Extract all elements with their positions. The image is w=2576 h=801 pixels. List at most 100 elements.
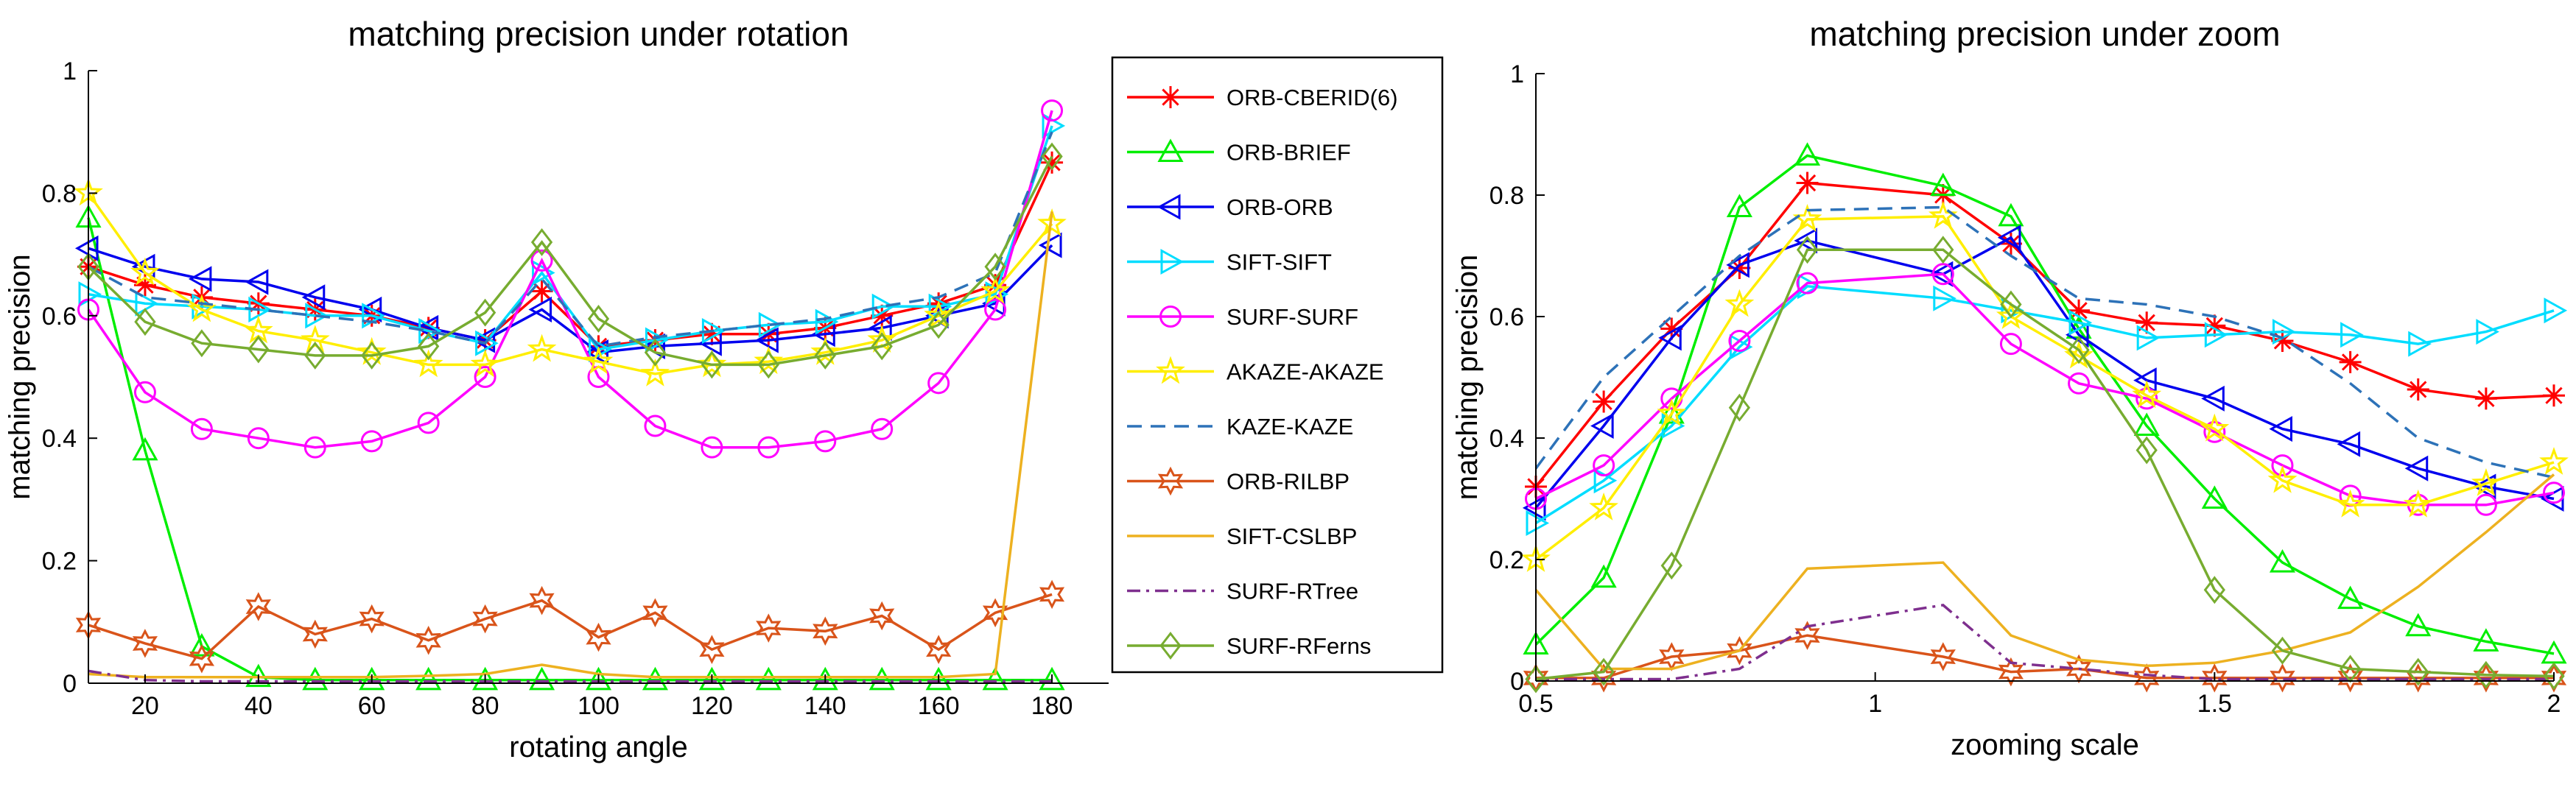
data-point	[417, 412, 440, 434]
data-point	[2132, 380, 2162, 409]
data-point	[2340, 322, 2364, 348]
data-point	[644, 338, 667, 367]
data-point	[701, 436, 723, 459]
data-point	[2408, 331, 2432, 357]
series-orb-cberid-6	[1525, 172, 2565, 498]
data-point	[2271, 454, 2294, 477]
legend-label: SURF-RFerns	[1226, 633, 1371, 659]
data-point	[2201, 485, 2228, 509]
data-point	[357, 336, 387, 365]
legend-label: ORB-BRIEF	[1226, 140, 1351, 166]
data-point	[871, 332, 893, 361]
data-point	[470, 349, 500, 378]
series-line	[1534, 473, 2555, 671]
legend-label: ORB-RILBP	[1226, 469, 1350, 495]
data-point	[2544, 297, 2568, 324]
data-point	[2543, 384, 2565, 407]
data-point	[2474, 493, 2497, 516]
data-point	[247, 427, 270, 450]
x-tick-label: 120	[691, 692, 733, 720]
data-point	[1998, 202, 2024, 227]
data-point	[361, 341, 383, 370]
data-point	[133, 381, 156, 403]
legend-label: SIFT-SIFT	[1226, 250, 1332, 275]
data-point	[2404, 455, 2429, 481]
data-point	[189, 643, 215, 674]
data-point	[1593, 454, 1615, 477]
data-point	[2068, 336, 2090, 364]
series-orb-orb	[1522, 225, 2564, 521]
series-orb-rilbp	[75, 579, 1065, 674]
data-point	[1590, 564, 1617, 588]
series-akaze-akaze	[1521, 201, 2569, 572]
data-point	[1931, 263, 1954, 286]
data-point	[755, 327, 779, 353]
data-point	[2203, 420, 2226, 443]
data-point	[471, 327, 496, 353]
data-point	[754, 346, 784, 375]
data-point	[186, 294, 217, 322]
data-point	[303, 436, 326, 459]
data-point	[757, 436, 780, 459]
series-akaze-akaze	[74, 177, 1067, 387]
y-tick-label: 0	[1510, 668, 1524, 696]
legend-label: SURF-SURF	[1226, 304, 1358, 330]
legend-marker	[1159, 86, 1182, 108]
data-point	[1930, 172, 1956, 197]
data-point	[2269, 549, 2296, 573]
x-tick-label: 2	[2547, 690, 2561, 718]
legend-marker	[1159, 306, 1182, 328]
legend-marker	[1160, 248, 1185, 275]
data-point	[189, 632, 215, 657]
data-point	[527, 334, 557, 362]
series-sift-cslbp	[1534, 473, 2555, 671]
data-point	[474, 298, 496, 327]
y-tick-label: 0.4	[42, 425, 77, 453]
data-point	[644, 414, 667, 437]
legend-entry-surf-rtree: SURF-RTree	[1127, 579, 1358, 604]
data-point	[586, 622, 611, 652]
data-point	[2200, 413, 2230, 442]
data-point	[1590, 412, 1614, 440]
series-sift-cslbp	[88, 211, 1053, 679]
data-point	[2337, 663, 2363, 693]
legend-entry-orb-brief: ORB-BRIEF	[1127, 138, 1351, 166]
data-point	[529, 666, 555, 691]
data-point	[2134, 663, 2160, 693]
series-kaze-kaze	[88, 131, 1053, 348]
data-point	[2000, 290, 2022, 319]
legend-entry-orb-rilbp: ORB-RILBP	[1127, 466, 1350, 496]
series-line	[88, 211, 1053, 679]
rotation-chart: 20 40 60 80 100 120 140 160 180 0 0.2 0.4 0.6 0.8 1 mat…	[4, 15, 1109, 763]
data-point	[1728, 330, 1751, 352]
series-line	[88, 131, 1053, 348]
data-point	[530, 249, 553, 272]
data-point	[2135, 436, 2158, 465]
x-tick-label: 60	[358, 692, 386, 720]
data-point	[474, 366, 496, 388]
data-point	[871, 417, 894, 440]
data-point	[642, 666, 668, 691]
data-point	[927, 311, 950, 339]
data-point	[2403, 489, 2433, 518]
data-point	[1037, 208, 1067, 236]
data-point	[2269, 416, 2292, 442]
data-point	[2474, 387, 2497, 410]
data-point	[130, 257, 160, 286]
data-point	[1039, 579, 1065, 610]
y-tick-label: 0	[63, 670, 77, 698]
data-point	[1796, 172, 1819, 194]
series-surf-rtree	[88, 669, 1053, 683]
data-point	[815, 308, 839, 335]
data-point	[812, 666, 838, 691]
data-point	[188, 266, 212, 292]
series-surf-surf	[77, 99, 1064, 459]
x-tick-label: 1.5	[2197, 690, 2232, 718]
legend-entry-kaze-kaze: KAZE-KAZE	[1127, 414, 1353, 440]
data-point	[587, 305, 610, 333]
x-tick-label: 40	[245, 692, 273, 720]
legend-marker	[1159, 632, 1182, 660]
data-point	[1997, 225, 2021, 251]
data-point	[475, 330, 499, 356]
data-point	[1727, 636, 1752, 666]
